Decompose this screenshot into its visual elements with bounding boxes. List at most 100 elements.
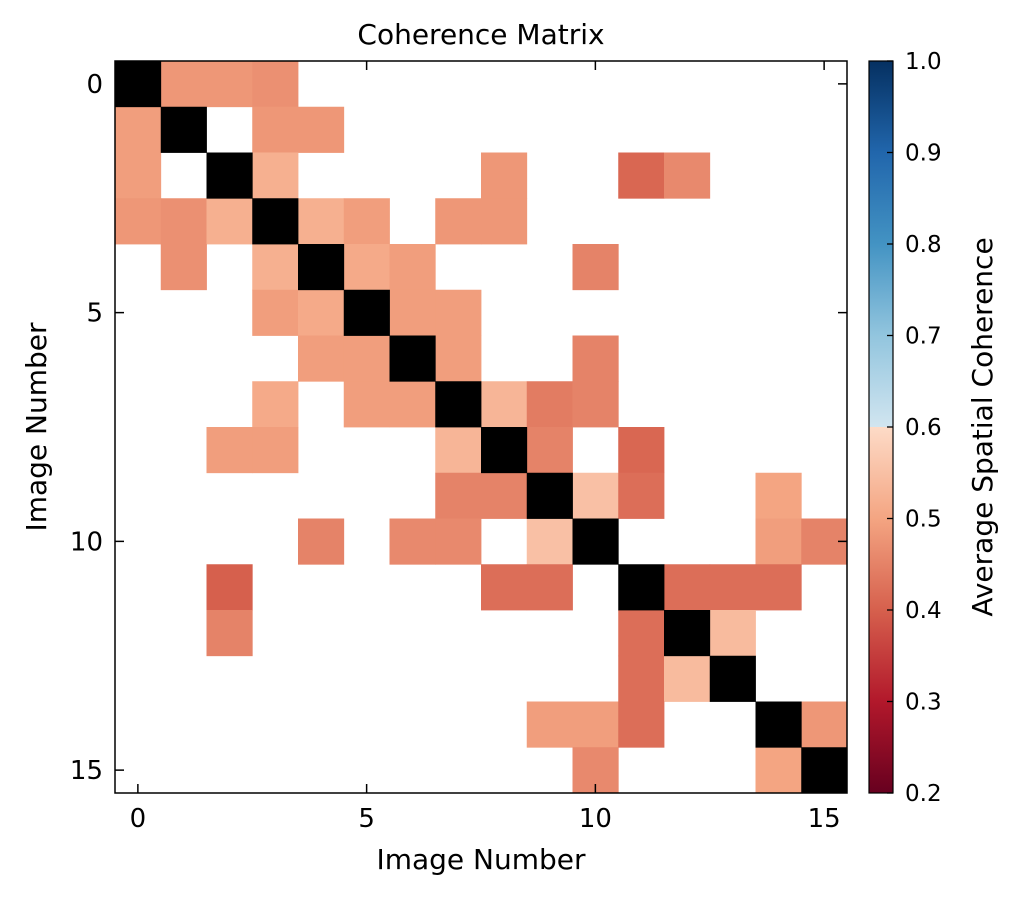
heatmap-cell	[618, 610, 665, 657]
x-tick-label: 10	[579, 804, 612, 834]
diagonal-cell	[298, 244, 345, 291]
diagonal-cell	[435, 381, 482, 428]
heatmap-cell	[526, 701, 573, 748]
heatmap-cell	[435, 198, 482, 245]
heatmap-cell	[298, 106, 345, 153]
diagonal-cell	[206, 152, 253, 199]
heatmap-cell	[252, 427, 299, 474]
heatmap-cell	[343, 335, 390, 382]
plot-frame	[114, 60, 848, 794]
colorbar-tick-label: 0.9	[905, 141, 942, 167]
heatmap-cell	[343, 198, 390, 245]
heatmap-cell	[481, 472, 528, 519]
heatmap-cell	[526, 564, 573, 611]
heatmap-cell	[572, 472, 619, 519]
heatmap-cell	[618, 152, 665, 199]
heatmap-cell	[618, 701, 665, 748]
diagonal-cell	[709, 655, 756, 702]
diagonal-cell	[755, 701, 802, 748]
heatmap-cell	[526, 427, 573, 474]
heatmap-cell	[435, 472, 482, 519]
colorbar-tick-label: 1.0	[905, 49, 942, 75]
heatmap-cell	[252, 61, 299, 108]
heatmap-cell	[526, 381, 573, 428]
diagonal-cell	[343, 289, 390, 336]
heatmap-cell	[664, 152, 711, 199]
heatmap-cell	[709, 564, 756, 611]
chart-title: Coherence Matrix	[357, 18, 604, 51]
y-tick-label: 10	[70, 527, 103, 557]
colorbar-tick-label: 0.3	[905, 690, 942, 716]
diagonal-cell	[572, 518, 619, 565]
diagonal-cell	[252, 198, 299, 245]
heatmap-cell	[389, 289, 436, 336]
x-axis-label: Image Number	[376, 843, 586, 876]
diagonal-cell	[664, 610, 711, 657]
heatmap-cell	[115, 198, 162, 245]
heatmap-cell	[435, 335, 482, 382]
heatmap-cell	[755, 564, 802, 611]
heatmap-cell	[252, 106, 299, 153]
heatmap-cell	[206, 61, 253, 108]
heatmap-cell	[435, 427, 482, 474]
diagonal-cell	[160, 106, 207, 153]
heatmap-cell	[206, 198, 253, 245]
heatmap-cell	[389, 244, 436, 291]
heatmap-cell	[481, 198, 528, 245]
heatmap-cell	[115, 106, 162, 153]
colorbar-tick-label: 0.2	[905, 781, 942, 807]
heatmap-cell	[618, 427, 665, 474]
colorbar-tick-label: 0.4	[905, 598, 942, 624]
y-tick-label: 0	[86, 70, 103, 100]
colorbar-tick-label: 0.7	[905, 324, 942, 350]
heatmap-cell	[435, 518, 482, 565]
x-tick-label: 5	[358, 804, 375, 834]
heatmap-cell	[206, 427, 253, 474]
colorbar-tick-label: 0.6	[905, 415, 942, 441]
y-tick-label: 5	[86, 299, 103, 329]
heatmap-cell	[389, 381, 436, 428]
heatmap-cell	[572, 244, 619, 291]
heatmap-cell	[252, 152, 299, 199]
heatmap-cell	[481, 564, 528, 611]
diagonal-cell	[481, 427, 528, 474]
heatmap-cell	[481, 381, 528, 428]
heatmap-cell	[115, 152, 162, 199]
heatmap-cell	[755, 472, 802, 519]
y-tick-label: 15	[70, 756, 103, 786]
heatmap-cell	[572, 701, 619, 748]
heatmap-cell	[298, 289, 345, 336]
colorbar-label: Average Spatial Coherence	[966, 237, 999, 616]
heatmap-cell	[206, 564, 253, 611]
heatmap-cell	[526, 518, 573, 565]
y-axis-label: Image Number	[20, 322, 53, 532]
diagonal-cell	[526, 472, 573, 519]
x-tick-label: 15	[808, 804, 841, 834]
heatmap-cell	[252, 244, 299, 291]
heatmap-cell	[298, 335, 345, 382]
diagonal-cell	[389, 335, 436, 382]
colorbar-ticks: 0.2 0.3 0.4 0.5 0.6 0.7 0.8 0.9 1.0	[887, 49, 942, 807]
heatmap-cell	[664, 564, 711, 611]
heatmap-cell	[160, 244, 207, 291]
heatmap-cells	[115, 61, 848, 794]
heatmap-cell	[252, 289, 299, 336]
heatmap-cell	[572, 381, 619, 428]
heatmap-cell	[801, 701, 848, 748]
y-axis-ticks: 0 5 10 15	[70, 70, 847, 786]
heatmap-cell	[755, 747, 802, 794]
heatmap-cell	[160, 198, 207, 245]
heatmap-cell	[709, 610, 756, 657]
heatmap-cell	[664, 655, 711, 702]
heatmap-cell	[572, 335, 619, 382]
heatmap-cell	[252, 381, 299, 428]
heatmap-cell	[435, 289, 482, 336]
x-tick-label: 0	[130, 804, 147, 834]
heatmap-cell	[343, 381, 390, 428]
heatmap-cell	[481, 152, 528, 199]
heatmap-cell	[343, 244, 390, 291]
heatmap-cell	[389, 518, 436, 565]
heatmap-cell	[618, 655, 665, 702]
heatmap-cell	[206, 610, 253, 657]
